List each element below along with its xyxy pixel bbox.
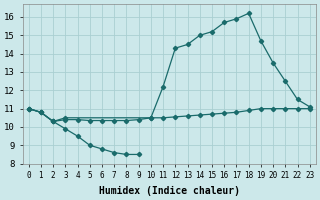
X-axis label: Humidex (Indice chaleur): Humidex (Indice chaleur) — [99, 186, 240, 196]
